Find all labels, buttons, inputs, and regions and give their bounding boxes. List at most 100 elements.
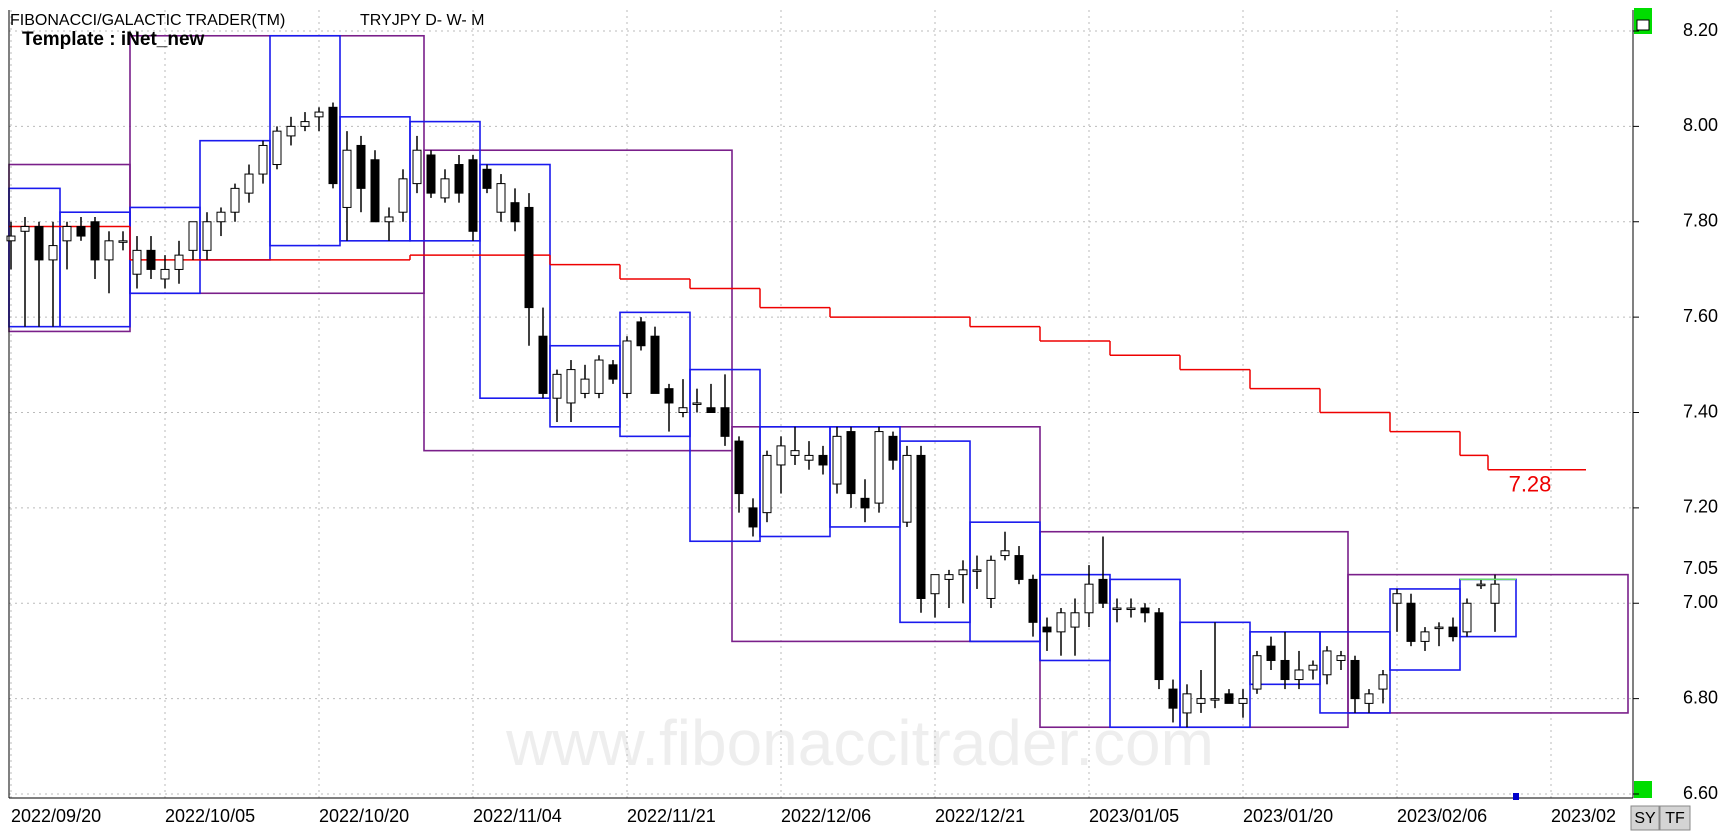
candle-body <box>1378 674 1388 690</box>
candle-body <box>538 335 548 394</box>
candle-body <box>146 249 156 270</box>
candle-body <box>1084 583 1094 614</box>
candle-body <box>230 187 240 213</box>
candle-body <box>692 402 702 405</box>
weekly-box <box>479 163 551 399</box>
x-tick-label: 2022/11/04 <box>473 806 562 826</box>
x-tick-label: 2022/12/21 <box>935 806 1025 826</box>
x-tick-label: 2023/02/06 <box>1397 806 1487 826</box>
candle-body <box>972 569 982 572</box>
candle-body <box>188 221 198 251</box>
monthly-box <box>423 149 733 452</box>
candle-body <box>1266 645 1276 661</box>
candle-body <box>6 235 16 242</box>
candle-body <box>678 407 688 414</box>
candle-body <box>1224 693 1234 704</box>
y-tick-label: 7.20 <box>1683 497 1718 517</box>
candle-body <box>1098 578 1108 604</box>
candle-body <box>552 373 562 399</box>
last-price-label: 7.05 <box>1683 558 1718 578</box>
button[interactable] <box>1659 805 1691 831</box>
candle-body <box>1336 655 1346 661</box>
candle-body <box>566 369 576 404</box>
button-label[interactable]: TF <box>1665 810 1685 827</box>
candle-body <box>650 335 660 394</box>
candle-body <box>1420 631 1430 642</box>
candle-body <box>1238 698 1248 704</box>
y-tick-label: 8.20 <box>1683 20 1718 40</box>
candle-body <box>244 173 254 194</box>
candle-body <box>1028 578 1038 623</box>
candle-body <box>1252 655 1262 690</box>
candle-body <box>776 445 786 466</box>
candle-body <box>90 221 100 261</box>
candle-body <box>342 149 352 208</box>
candle-body <box>34 226 44 261</box>
candle-body <box>496 183 506 213</box>
candle-body <box>832 435 842 485</box>
candle-body <box>636 321 646 347</box>
candle-body <box>1392 593 1402 604</box>
candle-body <box>510 202 520 223</box>
candle-body <box>286 125 296 137</box>
candle-body <box>594 359 604 394</box>
x-tick-label: 2022/10/05 <box>165 806 255 826</box>
candle-body <box>118 240 128 243</box>
candle-body <box>748 507 758 528</box>
candle-body <box>1294 669 1304 681</box>
candle-body <box>1434 626 1444 630</box>
y-tick-label: 6.80 <box>1683 687 1718 707</box>
y-tick-label: 6.60 <box>1683 783 1718 803</box>
candle-body <box>888 435 898 461</box>
x-tick-label: 2022/09/20 <box>11 806 101 826</box>
candle-body <box>104 240 114 261</box>
candle-body <box>1126 607 1136 611</box>
candle-body <box>664 388 674 404</box>
candle-body <box>356 144 366 189</box>
button[interactable] <box>1630 805 1660 831</box>
candle-body <box>608 364 618 380</box>
y-tick-label: 8.00 <box>1683 115 1718 135</box>
candle-body <box>1308 664 1318 671</box>
candle-body <box>944 574 954 580</box>
candle-body <box>1462 602 1472 633</box>
x-tick-label: 2023/01/05 <box>1089 806 1179 826</box>
candle-body <box>1322 650 1332 676</box>
candle-body <box>202 221 212 251</box>
candle-body <box>930 574 940 595</box>
indicator <box>1513 793 1519 800</box>
y-tick-label: 7.60 <box>1683 306 1718 326</box>
candle-body <box>790 450 800 456</box>
x-tick-label: 2022/12/06 <box>781 806 871 826</box>
candle-body <box>132 249 142 275</box>
candle-body <box>440 178 450 199</box>
template: Template : iNet_new <box>22 29 205 50</box>
button-label[interactable]: SY <box>1634 810 1656 827</box>
candle-body <box>1196 698 1206 704</box>
candle-body <box>580 378 590 394</box>
candle-body <box>48 245 58 261</box>
candle-body <box>384 216 394 223</box>
candle-body <box>762 454 772 514</box>
candle-body <box>734 440 744 495</box>
y-tick-label: 7.80 <box>1683 211 1718 231</box>
candle-body <box>272 130 282 166</box>
candle-body <box>986 559 996 599</box>
x-tick-label: 2022/10/20 <box>319 806 409 826</box>
plot-area <box>6 10 1633 798</box>
candle-body <box>1210 698 1220 701</box>
candle-body <box>1154 612 1164 681</box>
x-tick-label: 2023/01/20 <box>1243 806 1333 826</box>
candle-body <box>426 154 436 194</box>
candle-body <box>1042 626 1052 633</box>
candle-body <box>1000 550 1010 557</box>
candle-body <box>1364 693 1374 704</box>
candle-body <box>1182 693 1192 714</box>
candle-body <box>902 454 912 523</box>
candle-body <box>706 407 716 414</box>
candle-body <box>874 431 884 504</box>
candle-body <box>468 159 478 232</box>
y-tick-label: 7.40 <box>1683 401 1718 421</box>
chart-title: FIBONACCI/GALACTIC TRADER(TM) <box>10 12 285 29</box>
